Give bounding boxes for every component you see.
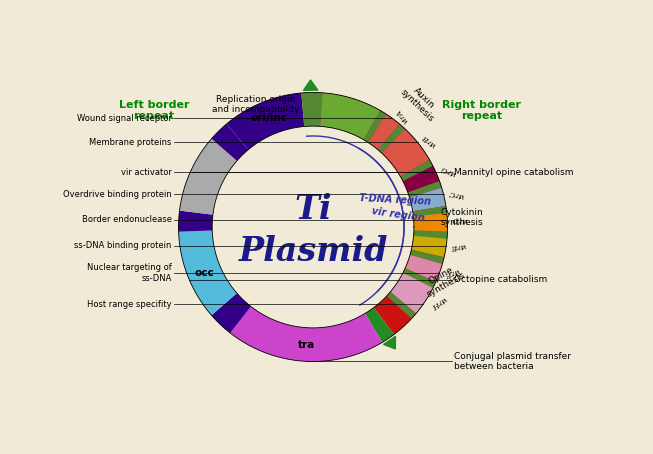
Text: ss-DNA binding protein: ss-DNA binding protein xyxy=(74,241,172,250)
Polygon shape xyxy=(365,307,394,342)
Polygon shape xyxy=(408,181,441,197)
Text: T-DNA region: T-DNA region xyxy=(359,193,432,207)
Text: Overdrive binding protein: Overdrive binding protein xyxy=(63,190,172,199)
Text: Conjugal plasmid transfer
between bacteria: Conjugal plasmid transfer between bacter… xyxy=(454,352,571,371)
Text: Border endonuclease: Border endonuclease xyxy=(82,216,172,224)
Polygon shape xyxy=(368,114,400,150)
Polygon shape xyxy=(317,93,394,147)
Text: virD: virD xyxy=(451,215,468,224)
Text: Right border
repeat: Right border repeat xyxy=(441,99,520,121)
Text: Nuclear targeting of
ss-DNA: Nuclear targeting of ss-DNA xyxy=(87,263,172,283)
Polygon shape xyxy=(178,211,213,232)
Text: virH: virH xyxy=(429,294,447,310)
Polygon shape xyxy=(383,336,396,349)
Polygon shape xyxy=(364,110,387,143)
Text: Plasmid: Plasmid xyxy=(238,235,388,268)
Text: Replication origin
and incompatibility: Replication origin and incompatibility xyxy=(212,95,300,114)
Polygon shape xyxy=(394,265,438,308)
Text: virE: virE xyxy=(450,241,467,252)
Text: Cytokinin
synthesis: Cytokinin synthesis xyxy=(441,207,483,227)
Polygon shape xyxy=(413,211,447,243)
Polygon shape xyxy=(400,160,433,181)
Polygon shape xyxy=(227,93,304,150)
Polygon shape xyxy=(413,231,447,239)
Polygon shape xyxy=(406,255,442,282)
Polygon shape xyxy=(212,293,251,333)
Polygon shape xyxy=(231,306,383,361)
Polygon shape xyxy=(304,80,318,90)
Text: Ti: Ti xyxy=(295,193,332,227)
Text: Left border
repeat: Left border repeat xyxy=(119,99,189,121)
Polygon shape xyxy=(374,288,421,335)
Text: virF: virF xyxy=(443,266,461,278)
Polygon shape xyxy=(301,93,323,127)
Text: tra: tra xyxy=(298,340,315,350)
Text: virC: virC xyxy=(447,188,465,199)
Polygon shape xyxy=(390,273,433,313)
Polygon shape xyxy=(409,188,446,211)
Text: vir activator: vir activator xyxy=(121,168,172,177)
Polygon shape xyxy=(180,139,237,215)
Polygon shape xyxy=(396,150,447,215)
Text: ori/inc: ori/inc xyxy=(251,113,287,123)
Polygon shape xyxy=(403,166,439,192)
Text: Host range specifity: Host range specifity xyxy=(87,300,172,309)
Polygon shape xyxy=(411,236,447,257)
Polygon shape xyxy=(403,268,436,288)
Text: Mannityl opine catabolism: Mannityl opine catabolism xyxy=(454,168,574,177)
Polygon shape xyxy=(320,93,380,140)
Polygon shape xyxy=(387,292,416,319)
Polygon shape xyxy=(212,124,248,161)
Polygon shape xyxy=(410,250,444,264)
Polygon shape xyxy=(382,128,430,177)
Text: Octopine catabolism: Octopine catabolism xyxy=(454,275,548,284)
Text: Membrane proteins: Membrane proteins xyxy=(89,138,172,147)
Text: virA: virA xyxy=(394,107,410,124)
Polygon shape xyxy=(178,231,237,315)
Text: virB: virB xyxy=(421,132,438,148)
Polygon shape xyxy=(304,93,318,126)
Text: vir region: vir region xyxy=(371,207,425,224)
Polygon shape xyxy=(407,239,447,277)
Polygon shape xyxy=(374,119,423,169)
Text: occ: occ xyxy=(195,268,215,278)
Polygon shape xyxy=(413,213,447,232)
Polygon shape xyxy=(378,124,405,153)
Text: Wound signal receptor: Wound signal receptor xyxy=(77,114,172,123)
Text: Auxin
synthesis: Auxin synthesis xyxy=(398,80,442,123)
Text: virG: virG xyxy=(439,164,458,178)
Polygon shape xyxy=(413,206,447,217)
Text: Opine
synthesis: Opine synthesis xyxy=(420,262,467,299)
